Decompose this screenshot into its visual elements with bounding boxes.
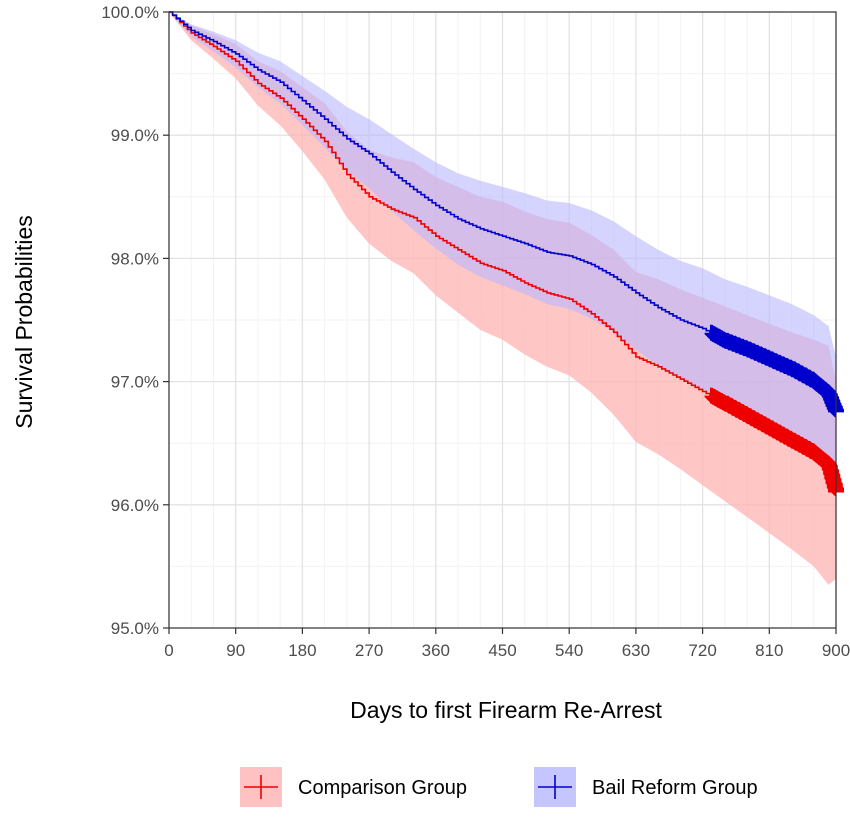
x-tick-label: 450 — [488, 641, 516, 660]
x-tick-label: 90 — [226, 641, 245, 660]
censor-marks-bail-reform — [704, 324, 844, 418]
y-tick-label: 96.0% — [111, 496, 159, 515]
legend-label-bail-reform: Bail Reform Group — [592, 777, 758, 799]
x-tick-label: 900 — [822, 641, 850, 660]
x-tick-label: 810 — [755, 641, 783, 660]
legend-key-comparison — [240, 767, 282, 807]
x-tick-label: 540 — [555, 641, 583, 660]
x-tick-label: 360 — [422, 641, 450, 660]
survival-curves — [169, 11, 844, 496]
y-tick-label: 97.0% — [111, 373, 159, 392]
y-tick-label: 99.0% — [111, 126, 159, 145]
y-tick-label: 95.0% — [111, 619, 159, 638]
x-tick-label: 180 — [288, 641, 316, 660]
y-tick-label: 98.0% — [111, 249, 159, 268]
legend-label-comparison: Comparison Group — [298, 777, 467, 799]
legend-key-bail-reform — [534, 767, 576, 807]
y-axis-ticks: 95.0% 96.0% 97.0% 98.0% 99.0% 100.0% — [101, 3, 169, 638]
x-axis-title: Days to first Firearm Re-Arrest — [350, 697, 662, 723]
y-tick-label: 100.0% — [101, 3, 159, 22]
x-axis-ticks: 0 90 180 270 360 450 540 630 720 810 900 — [164, 628, 850, 660]
x-tick-label: 0 — [164, 641, 173, 660]
y-axis-title: Survival Probabilities — [11, 215, 37, 428]
x-tick-label: 270 — [355, 641, 383, 660]
x-tick-label: 630 — [622, 641, 650, 660]
legend: Comparison Group Bail Reform Group — [240, 767, 758, 807]
censor-marks-comparison — [704, 387, 844, 496]
x-tick-label: 720 — [688, 641, 716, 660]
